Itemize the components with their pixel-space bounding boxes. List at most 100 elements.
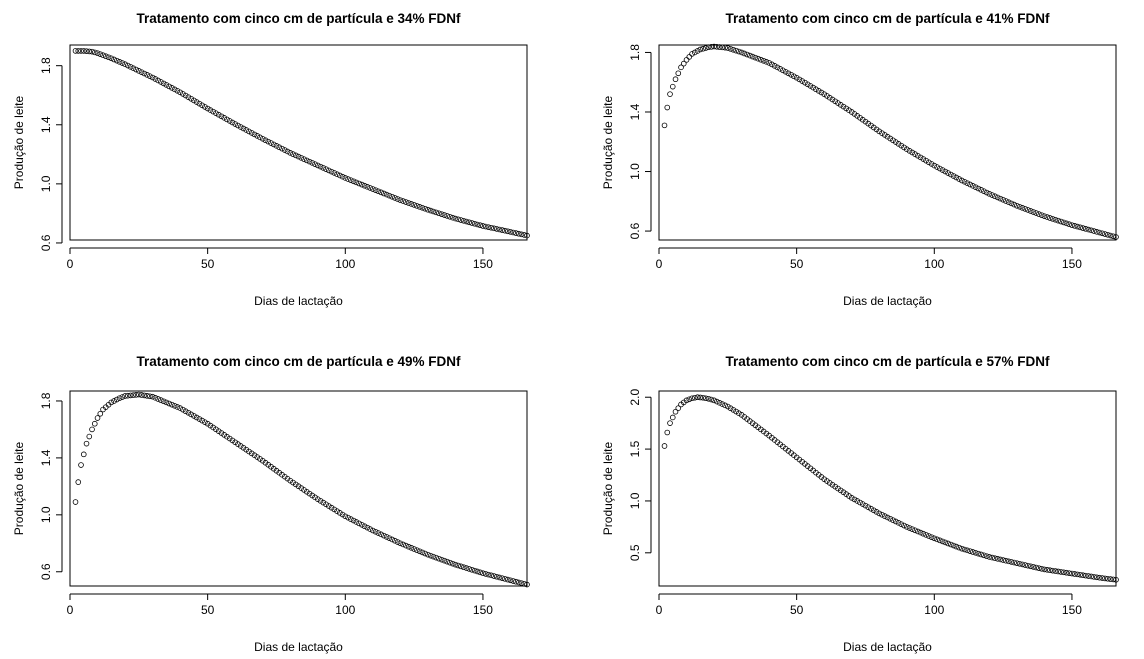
data-point xyxy=(436,210,442,217)
data-point xyxy=(697,394,704,401)
data-point xyxy=(210,424,216,431)
y-tick-label: 1.5 xyxy=(628,440,642,457)
data-point xyxy=(320,165,327,171)
data-point xyxy=(196,100,203,107)
data-point xyxy=(466,219,472,226)
data-point xyxy=(105,54,112,61)
data-point xyxy=(284,148,291,155)
data-point xyxy=(229,119,236,126)
data-point xyxy=(375,188,382,195)
data-point xyxy=(672,76,679,83)
data-point xyxy=(411,546,417,552)
data-point xyxy=(1033,564,1039,571)
data-point xyxy=(469,566,475,573)
data-point xyxy=(848,495,855,501)
data-point xyxy=(136,391,142,398)
data-point xyxy=(202,419,208,425)
data-point xyxy=(978,551,984,558)
data-point xyxy=(191,413,197,419)
data-point xyxy=(1044,567,1050,573)
y-tick-label: 1.8 xyxy=(39,57,53,74)
data-point xyxy=(667,420,673,426)
data-point xyxy=(224,116,230,123)
data-point xyxy=(80,451,87,458)
data-point xyxy=(180,91,186,97)
y-axis-label: Produção de leite xyxy=(601,441,615,535)
data-point xyxy=(210,108,216,115)
data-point xyxy=(920,530,927,537)
data-point xyxy=(499,227,506,233)
data-point xyxy=(193,99,200,105)
data-point xyxy=(826,94,833,101)
x-tick-label: 100 xyxy=(335,257,355,271)
data-point xyxy=(669,414,676,421)
data-point xyxy=(158,79,164,85)
data-point xyxy=(452,215,459,222)
data-point xyxy=(202,104,208,110)
data-point xyxy=(471,567,478,574)
data-point xyxy=(675,70,682,77)
data-point xyxy=(937,165,943,172)
data-point xyxy=(328,168,335,175)
data-point xyxy=(403,199,409,205)
data-point xyxy=(873,509,880,515)
data-point xyxy=(1099,230,1106,237)
data-point xyxy=(381,190,387,197)
data-point xyxy=(725,403,731,410)
y-tick-label: 1.4 xyxy=(39,116,53,133)
data-point xyxy=(981,188,987,194)
data-point xyxy=(147,73,153,79)
data-point xyxy=(251,452,258,458)
data-point xyxy=(1014,560,1020,566)
data-point xyxy=(295,483,302,490)
data-point xyxy=(1011,559,1017,566)
x-axis-label: Dias de lactação xyxy=(843,294,932,308)
data-point xyxy=(518,580,525,586)
data-point xyxy=(719,44,726,51)
y-tick-label: 2.0 xyxy=(628,389,642,406)
data-point xyxy=(474,568,481,575)
data-point xyxy=(846,107,852,113)
data-point xyxy=(306,490,313,497)
data-point xyxy=(1085,226,1092,233)
data-point xyxy=(336,172,343,179)
data-point xyxy=(824,478,830,484)
data-point xyxy=(215,428,222,434)
data-point xyxy=(254,454,261,460)
data-point xyxy=(914,528,921,535)
data-point xyxy=(1036,211,1042,217)
data-point xyxy=(331,506,338,513)
data-point xyxy=(824,93,830,99)
data-point xyxy=(983,189,990,196)
data-point xyxy=(218,113,225,120)
data-point xyxy=(419,549,426,556)
data-point xyxy=(716,400,723,406)
data-point xyxy=(884,133,891,140)
data-point xyxy=(857,499,863,506)
data-point xyxy=(796,76,803,83)
data-point xyxy=(138,69,145,75)
data-point xyxy=(1096,229,1103,236)
data-point xyxy=(169,401,175,408)
chart-panel: Tratamento com cinco cm de partícula e 4… xyxy=(601,11,1119,308)
data-point xyxy=(119,60,126,66)
data-point xyxy=(425,206,431,213)
data-point xyxy=(370,186,376,192)
data-point xyxy=(1000,557,1006,563)
data-point xyxy=(959,177,965,184)
data-point xyxy=(513,578,519,585)
data-point xyxy=(251,131,258,138)
data-point xyxy=(524,581,530,588)
data-point xyxy=(1069,222,1075,228)
data-point xyxy=(193,414,200,421)
data-point xyxy=(199,102,205,109)
data-point xyxy=(204,105,211,112)
data-point xyxy=(978,187,984,193)
data-point xyxy=(317,498,324,504)
y-tick-label: 1.4 xyxy=(39,449,53,466)
data-point xyxy=(678,64,684,71)
data-point xyxy=(433,209,439,216)
data-point xyxy=(303,157,310,164)
x-tick-label: 100 xyxy=(335,603,355,617)
data-point xyxy=(513,230,519,236)
